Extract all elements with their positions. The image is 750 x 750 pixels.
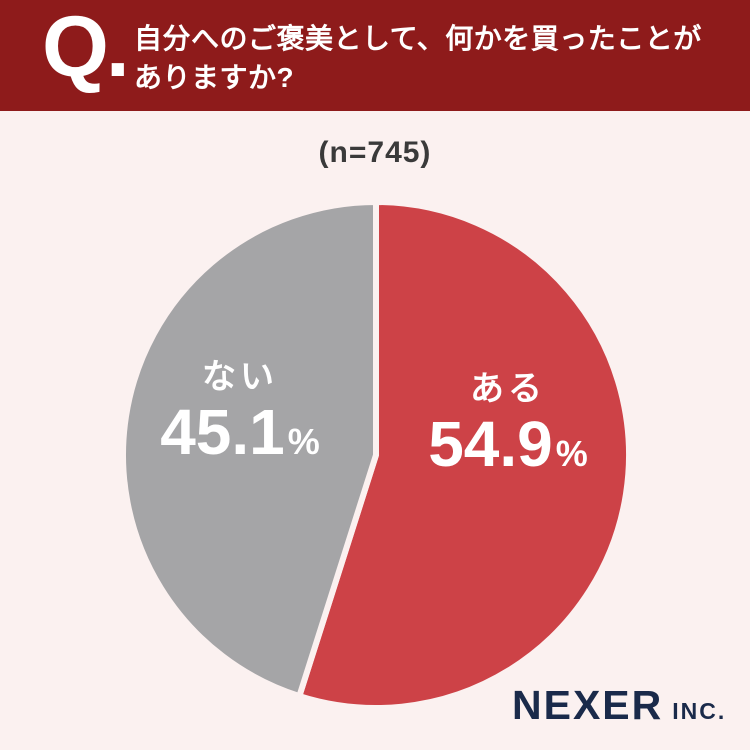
slice-label-nai: ない 45.1% (130, 358, 350, 486)
slice-percent-aru: 54.9 (428, 408, 553, 480)
percent-sign-aru: % (555, 433, 588, 474)
slice-label-aru: ある 54.9% (398, 370, 618, 498)
pie-slice-ない (123, 202, 379, 700)
sample-size-label: (n=745) (318, 136, 432, 169)
q-mark: Q. (42, 0, 130, 95)
question-header: Q. 自分へのご褒美として、何かを買ったことが ありますか? (0, 0, 750, 111)
question-title-line2: ありますか? (134, 62, 295, 93)
slice-value-nai: 45.1% (130, 396, 350, 486)
slice-name-aru: ある (470, 370, 546, 408)
slice-percent-nai: 45.1 (160, 396, 285, 468)
nexer-logo-main: NEXER (512, 682, 664, 728)
percent-sign-nai: % (287, 421, 320, 462)
nexer-logo-suffix: INC. (672, 698, 727, 724)
pie-chart (123, 202, 629, 708)
pie-slice-ある (296, 202, 629, 708)
question-title: 自分へのご褒美として、何かを買ったことが ありますか? (134, 19, 702, 97)
slice-name-nai: ない (202, 358, 278, 396)
nexer-logo: NEXER INC. (512, 682, 726, 729)
question-title-line1: 自分へのご褒美として、何かを買ったことが (134, 23, 702, 54)
slice-value-aru: 54.9% (398, 408, 618, 498)
